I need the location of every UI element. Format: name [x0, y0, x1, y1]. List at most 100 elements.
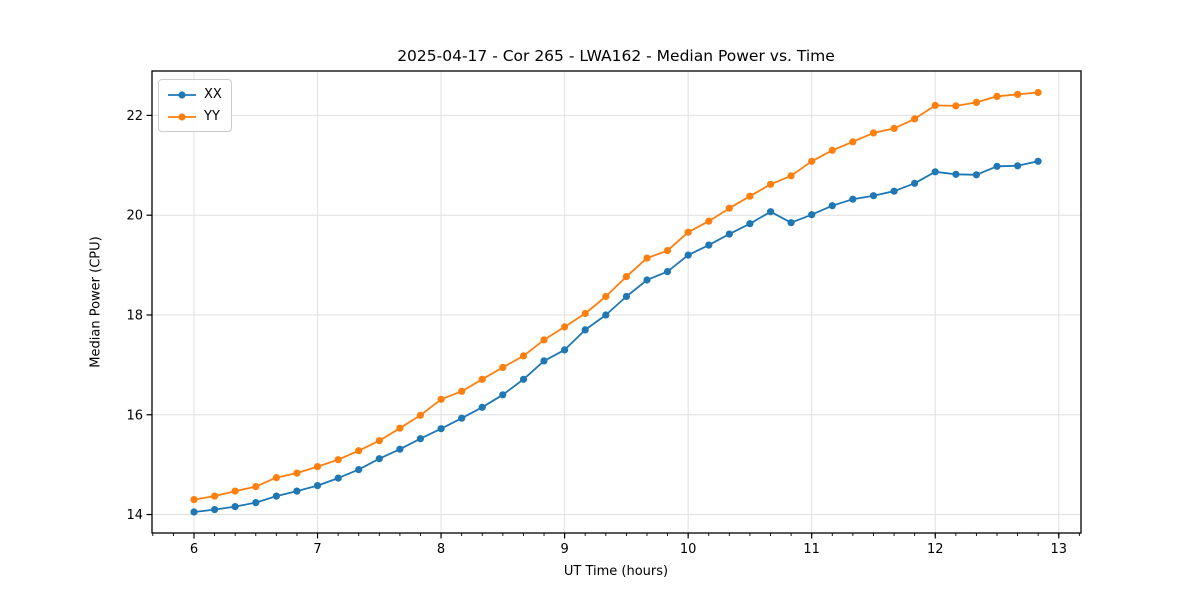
- legend-label-xx: XX: [204, 87, 222, 102]
- data-point-xx: [211, 506, 219, 514]
- data-point-yy: [334, 456, 342, 464]
- data-point-yy: [561, 323, 569, 331]
- data-point-yy: [231, 487, 239, 495]
- data-point-yy: [519, 352, 528, 360]
- data-point-yy: [313, 463, 322, 471]
- x-tick-label: 10: [680, 542, 697, 557]
- data-point-xx: [663, 268, 672, 276]
- y-tick-label: 16: [126, 408, 143, 423]
- data-point-yy: [478, 375, 486, 383]
- data-point-xx: [375, 455, 383, 463]
- data-point-xx: [931, 168, 939, 176]
- data-point-yy: [190, 496, 198, 504]
- data-point-xx: [993, 162, 1001, 170]
- data-point-yy: [540, 336, 548, 344]
- x-axis-label: UT Time (hours): [563, 564, 669, 579]
- data-point-xx: [252, 499, 260, 507]
- data-point-xx: [849, 195, 857, 203]
- data-point-xx: [293, 487, 301, 495]
- data-point-xx: [890, 187, 898, 195]
- data-point-xx: [313, 482, 322, 490]
- data-point-yy: [869, 129, 878, 137]
- data-point-xx: [705, 241, 713, 249]
- y-tick-label: 14: [126, 508, 143, 523]
- data-point-xx: [355, 466, 363, 474]
- series-line-yy: [193, 91, 1039, 501]
- data-point-xx: [911, 179, 919, 187]
- chart-title: 2025-04-17 - Cor 265 - LWA162 - Median P…: [397, 47, 835, 65]
- data-point-xx: [808, 211, 816, 219]
- legend-marker: [178, 90, 186, 99]
- data-point-yy: [952, 102, 960, 110]
- data-point-yy: [293, 469, 301, 477]
- data-point-yy: [746, 192, 754, 200]
- legend-item-xx: XX: [167, 85, 222, 104]
- data-point-yy: [705, 217, 713, 225]
- data-point-xx: [622, 292, 631, 301]
- data-point-xx: [231, 503, 239, 511]
- data-point-yy: [663, 247, 672, 255]
- data-point-yy: [890, 124, 898, 132]
- data-point-yy: [416, 411, 424, 419]
- plot-border: [151, 70, 1082, 534]
- data-point-xx: [272, 492, 280, 500]
- data-point-yy: [499, 363, 507, 371]
- data-point-xx: [1034, 157, 1042, 165]
- data-point-yy: [643, 254, 651, 262]
- data-point-xx: [396, 445, 404, 453]
- y-axis-label: Median Power (CPU): [88, 236, 104, 368]
- data-point-xx: [540, 357, 548, 365]
- data-point-xx: [478, 403, 486, 411]
- data-point-yy: [725, 204, 733, 212]
- legend-swatch-xx: [167, 88, 197, 102]
- legend-marker: [178, 112, 186, 121]
- legend-swatch-yy: [167, 110, 197, 124]
- data-point-yy: [911, 115, 919, 123]
- data-point-xx: [581, 326, 589, 334]
- data-point-yy: [581, 309, 589, 318]
- data-point-xx: [725, 230, 733, 238]
- legend-item-yy: YY: [167, 107, 222, 126]
- data-point-xx: [416, 435, 424, 443]
- data-point-xx: [746, 220, 754, 228]
- data-point-yy: [272, 474, 280, 482]
- legend-label-yy: YY: [204, 109, 220, 124]
- legend-line-marker-icon: [168, 112, 196, 121]
- data-point-yy: [602, 292, 610, 301]
- x-tick-label: 12: [927, 542, 944, 557]
- series-line-xx: [193, 160, 1039, 513]
- data-point-yy: [767, 180, 775, 188]
- x-tick-label: 9: [560, 542, 568, 557]
- data-point-xx: [458, 414, 466, 422]
- legend-line-marker-icon: [168, 90, 196, 99]
- data-point-xx: [437, 425, 445, 433]
- data-point-yy: [1014, 90, 1022, 98]
- data-point-yy: [684, 228, 692, 236]
- data-point-yy: [437, 395, 445, 403]
- x-tick-label: 6: [190, 542, 198, 557]
- x-tick-label: 8: [437, 542, 445, 557]
- data-point-xx: [869, 192, 878, 200]
- data-point-xx: [952, 170, 960, 178]
- y-tick-label: 22: [126, 109, 143, 124]
- data-point-xx: [684, 251, 692, 259]
- data-point-xx: [767, 208, 775, 216]
- legend: XX YY: [158, 79, 232, 132]
- data-point-xx: [1014, 162, 1022, 170]
- data-point-yy: [375, 437, 383, 445]
- x-tick-label: 13: [1050, 542, 1067, 557]
- data-point-xx: [334, 474, 342, 482]
- y-tick-label: 18: [126, 308, 143, 323]
- data-point-yy: [622, 273, 631, 281]
- data-point-yy: [828, 146, 836, 154]
- data-point-xx: [190, 508, 198, 516]
- data-point-yy: [458, 387, 466, 395]
- y-tick-label: 20: [126, 209, 143, 224]
- data-point-xx: [519, 375, 528, 383]
- data-point-yy: [1034, 88, 1042, 97]
- data-point-yy: [396, 424, 404, 432]
- data-point-yy: [849, 138, 857, 146]
- data-point-yy: [211, 492, 219, 500]
